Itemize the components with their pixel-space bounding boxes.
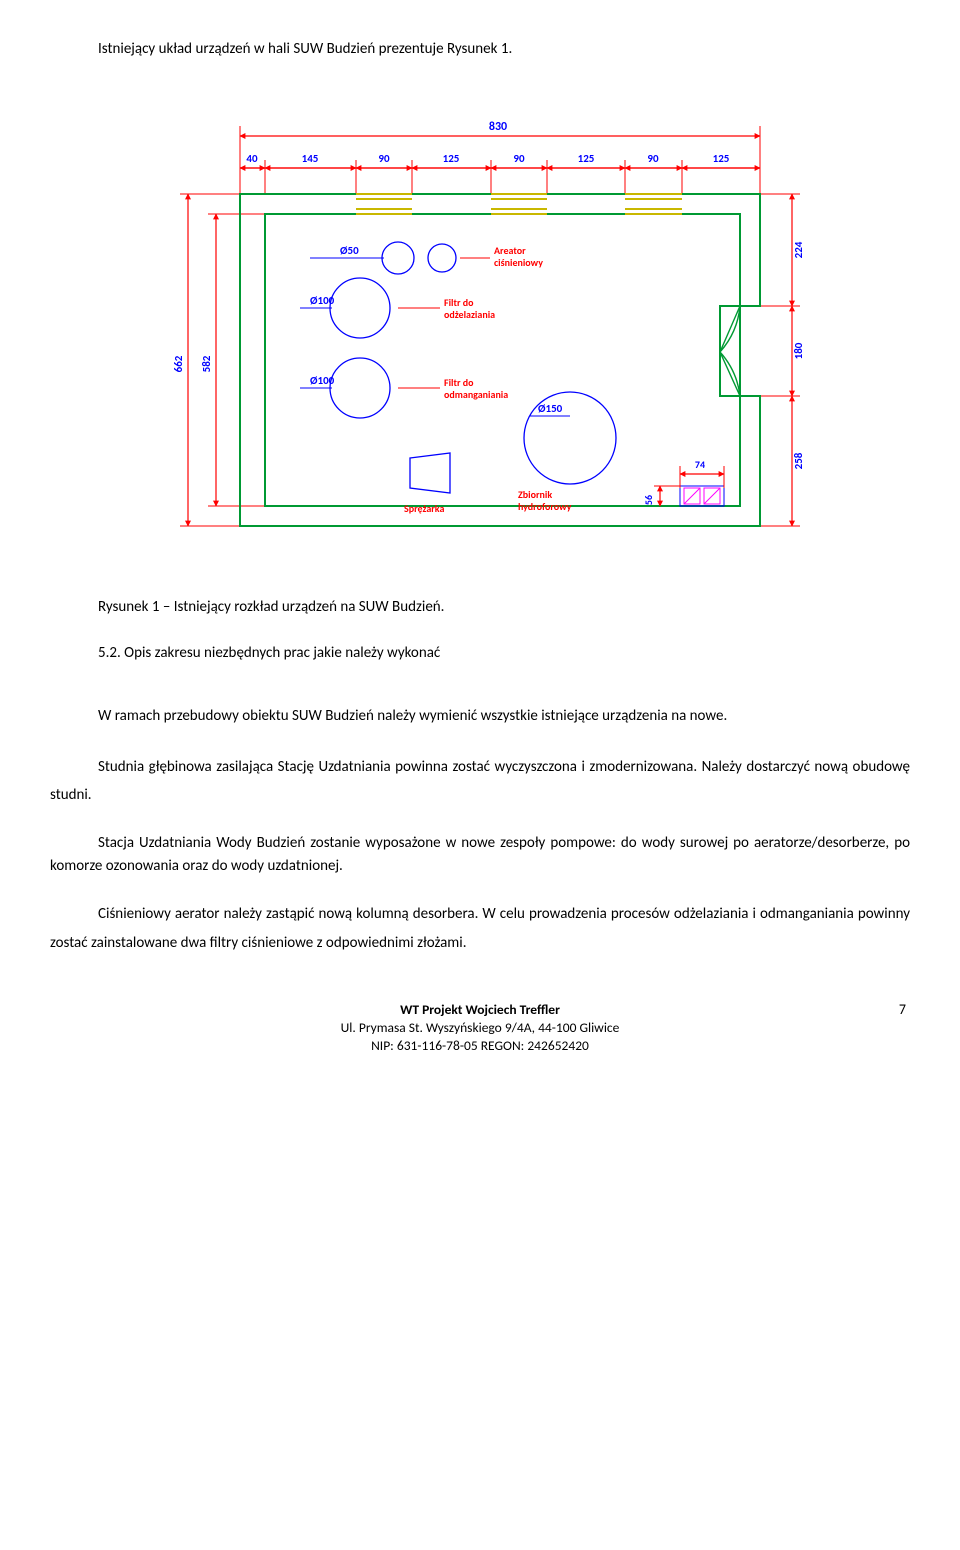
svg-text:582: 582 — [200, 355, 213, 372]
footer-line-2: Ul. Prymasa St. Wyszyńskiego 9/4A, 44-10… — [50, 1019, 910, 1037]
svg-text:hydroforowy: hydroforowy — [518, 500, 572, 513]
svg-text:Ø50: Ø50 — [340, 244, 359, 257]
svg-text:Sprężarka: Sprężarka — [404, 502, 444, 515]
svg-text:90: 90 — [647, 152, 659, 165]
footer: 7 WT Projekt Wojciech Treffler Ul. Pryma… — [50, 1001, 910, 1056]
svg-text:Ø100: Ø100 — [310, 294, 335, 307]
figure-caption: Rysunek 1 – Istniejący rozkład urządzeń … — [50, 598, 910, 616]
paragraph-2: Studnia głębinowa zasilająca Stację Uzda… — [50, 753, 910, 810]
svg-text:40: 40 — [246, 152, 258, 165]
paragraph-1: W ramach przebudowy obiektu SUW Budzień … — [50, 702, 910, 731]
svg-text:56: 56 — [642, 495, 655, 505]
footer-line-3: NIP: 631-116-78-05 REGON: 242652420 — [50, 1037, 910, 1055]
section-heading: 5.2. Opis zakresu niezbędnych prac jakie… — [50, 644, 910, 662]
svg-text:odżelaziania: odżelaziania — [444, 308, 495, 321]
footer-line-1: WT Projekt Wojciech Treffler — [50, 1001, 910, 1019]
svg-text:90: 90 — [513, 152, 525, 165]
svg-text:90: 90 — [378, 152, 390, 165]
intro-text: Istniejący układ urządzeń w hali SUW Bud… — [50, 40, 910, 58]
svg-text:125: 125 — [578, 152, 595, 165]
equipment — [330, 242, 616, 493]
svg-text:258: 258 — [792, 452, 805, 469]
svg-text:ciśnieniowy: ciśnieniowy — [494, 256, 543, 269]
svg-text:145: 145 — [302, 152, 319, 165]
top-dim-row: 40 145 90 125 90 125 90 125 — [240, 152, 760, 194]
floor-plan-diagram: 830 40 — [140, 108, 820, 548]
svg-text:180: 180 — [792, 342, 805, 359]
svg-text:125: 125 — [443, 152, 460, 165]
paragraph-4: Ciśnieniowy aerator należy zastąpić nową… — [50, 900, 910, 957]
dim-text: 830 — [489, 120, 507, 134]
svg-text:odmanganiania: odmanganiania — [444, 388, 508, 401]
diagram-container: 830 40 — [50, 108, 910, 548]
svg-text:662: 662 — [172, 355, 185, 372]
svg-text:125: 125 — [713, 152, 730, 165]
paragraph-3: Stacja Uzdatniania Wody Budzień zostanie… — [50, 832, 910, 879]
svg-text:Ø150: Ø150 — [538, 402, 563, 415]
svg-text:Ø100: Ø100 — [310, 374, 335, 387]
svg-text:224: 224 — [792, 241, 805, 258]
page-number: 7 — [899, 1001, 906, 1020]
svg-text:74: 74 — [695, 458, 705, 471]
